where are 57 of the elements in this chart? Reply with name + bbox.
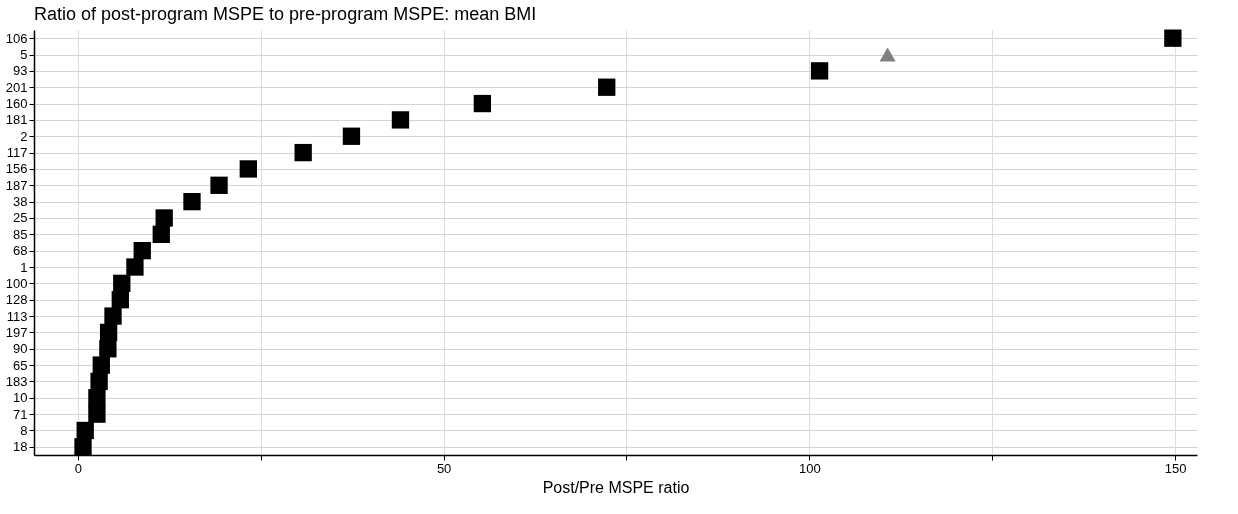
point [810, 62, 829, 80]
y-tick-label: 2 [20, 128, 28, 144]
point [76, 421, 94, 440]
y-tick-label: 100 [5, 275, 28, 291]
point [113, 274, 131, 293]
x-tick-label: 100 [798, 460, 821, 476]
point [133, 242, 151, 260]
y-tick-label: 10 [13, 390, 28, 406]
point [239, 160, 257, 178]
y-tick-label: 25 [13, 210, 28, 226]
chart-title: Ratio of post-program MSPE to pre-program MSPE: mean BMI [34, 3, 537, 24]
y-tick-label: 18 [13, 439, 28, 455]
point [152, 225, 170, 243]
y-tick-label: 68 [13, 243, 28, 259]
x-tick-label: 0 [74, 460, 82, 476]
point [74, 438, 92, 456]
y-tick-label: 117 [6, 145, 28, 161]
y-tick-label: 93 [13, 63, 28, 79]
y-tick-label: 1 [20, 259, 28, 275]
y-tick-label: 38 [13, 194, 28, 210]
y-tick-label: 5 [20, 47, 28, 63]
point [99, 323, 118, 342]
point [90, 372, 108, 391]
y-tick-label: 197 [5, 324, 28, 340]
y-tick-label: 65 [13, 357, 28, 373]
y-tick-label: 187 [5, 177, 28, 193]
point [342, 127, 361, 145]
point [391, 111, 410, 129]
y-tick-label: 71 [13, 406, 28, 422]
y-tick-label: 85 [13, 226, 28, 242]
point [92, 356, 110, 374]
y-tick-label: 160 [5, 96, 28, 112]
point [879, 47, 896, 62]
point [111, 291, 129, 309]
point [473, 94, 492, 113]
y-tick-label: 156 [5, 161, 28, 177]
point [210, 176, 228, 194]
point [99, 340, 117, 358]
x-tick-label: 150 [1164, 460, 1187, 476]
point [294, 143, 312, 162]
y-tick-label: 90 [13, 341, 28, 357]
x-tick-label: 50 [436, 460, 452, 476]
point [183, 192, 201, 211]
point [126, 258, 144, 276]
point [1164, 29, 1182, 47]
y-tick-label: 201 [5, 79, 28, 95]
x-axis-title: Post/Pre MSPE ratio [542, 478, 690, 496]
point [155, 209, 173, 227]
point [88, 405, 106, 423]
y-tick-label: 8 [20, 422, 28, 438]
y-tick-label: 106 [5, 30, 28, 46]
y-tick-label: 128 [5, 292, 28, 308]
point [104, 307, 122, 325]
y-tick-label: 181 [5, 112, 28, 128]
point [598, 78, 616, 96]
y-tick-label: 113 [6, 308, 28, 324]
y-tick-label: 183 [5, 373, 28, 389]
